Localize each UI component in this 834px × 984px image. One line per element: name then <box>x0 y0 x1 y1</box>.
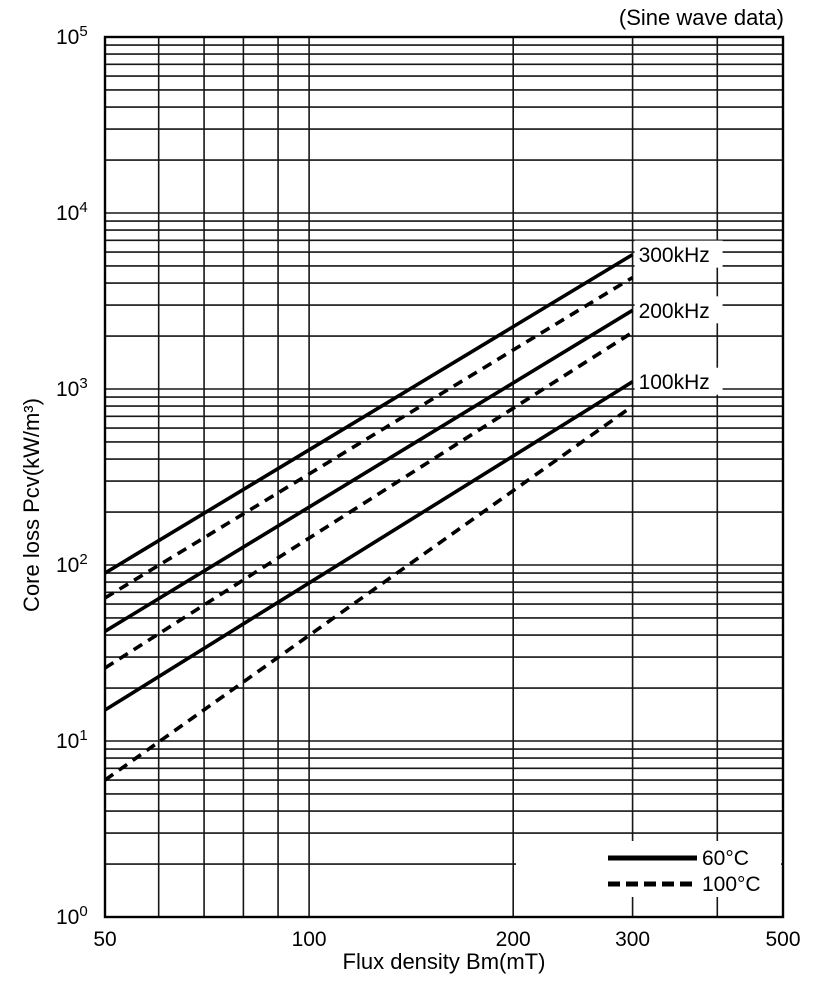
curve-label-mask <box>634 367 723 395</box>
curve-label-mask <box>634 240 723 268</box>
plot-border <box>103 35 785 919</box>
y-tick-label: 103 <box>56 375 88 401</box>
series-200kHz-100°C <box>104 330 634 670</box>
legend-label: 100°C <box>702 873 761 896</box>
y-tick-label: 105 <box>56 23 88 49</box>
y-tick-label: 101 <box>56 727 88 753</box>
sine-wave-annotation: (Sine wave data) <box>618 5 784 30</box>
series-200kHz-60°C <box>104 308 634 633</box>
x-axis-title: Flux density Bm(mT) <box>342 949 546 974</box>
series-300kHz-60°C <box>104 253 634 575</box>
y-tick-label: 100 <box>56 903 88 929</box>
x-tick-label: 500 <box>765 928 800 951</box>
x-tick-label: 300 <box>615 928 650 951</box>
y-tick-label: 102 <box>56 551 88 577</box>
curve-label: 200kHz <box>639 300 710 323</box>
legend-box <box>516 841 781 897</box>
x-tick-label: 200 <box>496 928 531 951</box>
x-tick-label: 100 <box>292 928 327 951</box>
curve-label: 300kHz <box>639 244 710 267</box>
series-100kHz-100°C <box>103 404 634 782</box>
series-300kHz-100°C <box>104 275 634 600</box>
curve-label: 100kHz <box>639 371 710 394</box>
y-tick-label: 104 <box>56 199 88 225</box>
curve-label-mask <box>634 296 723 324</box>
legend-label: 60°C <box>702 847 749 870</box>
x-tick-label: 50 <box>93 928 116 951</box>
series-100kHz-60°C <box>104 380 634 712</box>
y-axis-title: Core loss Pcv(kW/m³) <box>19 398 44 612</box>
